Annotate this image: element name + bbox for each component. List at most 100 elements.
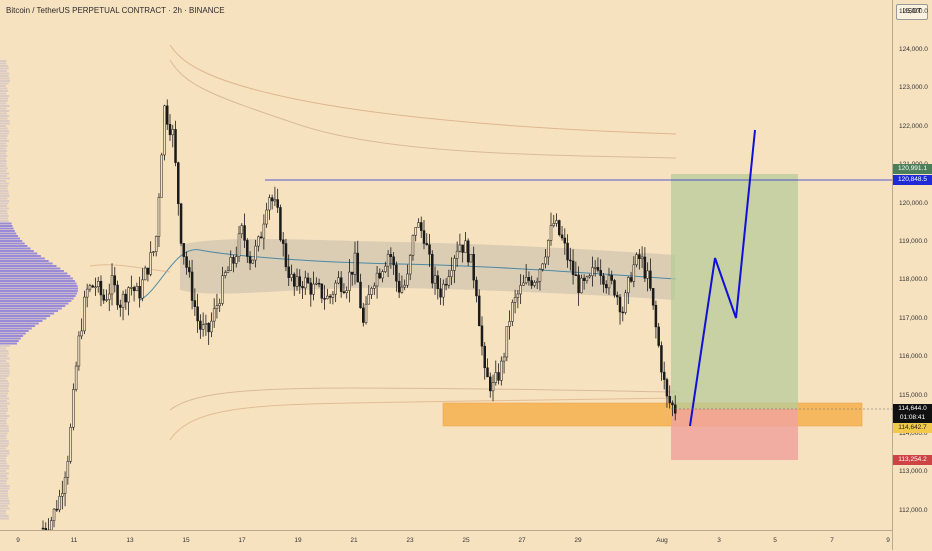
candle-body bbox=[655, 305, 657, 327]
candle-body bbox=[442, 284, 444, 297]
volume-bar bbox=[0, 183, 9, 185]
volume-bar bbox=[0, 515, 9, 517]
candle-body bbox=[230, 257, 232, 270]
candle-body bbox=[332, 294, 334, 297]
candle bbox=[50, 517, 52, 530]
price-label-hline: 120,848.5 bbox=[893, 175, 932, 185]
volume-bar bbox=[0, 303, 69, 305]
time-tick: 5 bbox=[773, 537, 777, 544]
candle bbox=[238, 226, 240, 262]
candle-body bbox=[417, 223, 419, 228]
candle bbox=[484, 342, 486, 380]
price-tick: 122,000.0 bbox=[899, 123, 928, 130]
volume-bar bbox=[0, 383, 9, 385]
candle bbox=[42, 521, 44, 530]
volume-bar bbox=[0, 423, 7, 425]
candle bbox=[136, 283, 138, 291]
candle bbox=[489, 373, 491, 398]
candle bbox=[125, 289, 127, 310]
volume-bar bbox=[0, 348, 6, 350]
candle-body bbox=[597, 267, 599, 270]
volume-bar bbox=[0, 75, 9, 77]
vwap-bands bbox=[90, 45, 676, 440]
candle-body bbox=[340, 278, 342, 292]
candle-body bbox=[614, 280, 616, 295]
volume-bar bbox=[0, 510, 6, 512]
candle-body bbox=[498, 372, 500, 380]
volume-bar bbox=[0, 250, 34, 252]
candle-body bbox=[299, 277, 301, 287]
volume-bar bbox=[0, 490, 8, 492]
volume-bar bbox=[0, 263, 53, 265]
candle-body bbox=[522, 283, 524, 285]
volume-bar bbox=[0, 453, 10, 455]
candle-body bbox=[671, 403, 673, 405]
volume-bar bbox=[0, 465, 9, 467]
volume-profile bbox=[0, 60, 78, 520]
candle-body bbox=[437, 276, 439, 289]
candle bbox=[252, 260, 254, 264]
volume-bar bbox=[0, 95, 9, 97]
volume-bar bbox=[0, 345, 10, 347]
candle-body bbox=[619, 297, 621, 312]
candle-body bbox=[188, 267, 190, 272]
volume-bar bbox=[0, 148, 6, 150]
candle bbox=[144, 266, 146, 281]
volume-bar bbox=[0, 278, 73, 280]
candle-body bbox=[199, 321, 201, 329]
time-tick: 19 bbox=[294, 537, 301, 544]
candle-body bbox=[594, 267, 596, 268]
candle bbox=[514, 290, 516, 313]
drawing-zones[interactable] bbox=[443, 174, 862, 460]
price-tick: 113,000.0 bbox=[899, 468, 927, 475]
candle-body bbox=[343, 292, 345, 293]
candle-body bbox=[365, 304, 367, 322]
candle-body bbox=[191, 272, 193, 301]
candle-body bbox=[257, 237, 259, 246]
candle-body bbox=[293, 274, 295, 286]
candle-body bbox=[647, 271, 649, 278]
volume-bar bbox=[0, 473, 9, 475]
volume-bar bbox=[0, 463, 7, 465]
candle bbox=[81, 318, 83, 339]
volume-bar bbox=[0, 135, 7, 137]
candle bbox=[652, 288, 654, 310]
candle-body bbox=[451, 270, 453, 276]
volume-bar bbox=[0, 123, 10, 125]
candle-body bbox=[382, 272, 384, 278]
price-label-target: 120,991.1 bbox=[893, 164, 932, 174]
volume-bar bbox=[0, 80, 10, 82]
candle bbox=[241, 223, 243, 238]
price-label-stop: 113,254.2 bbox=[893, 455, 932, 465]
candle-body bbox=[401, 287, 403, 292]
candle-body bbox=[86, 289, 88, 297]
candle-body bbox=[580, 278, 582, 293]
candle-body bbox=[644, 257, 646, 278]
candle-body bbox=[290, 274, 292, 278]
volume-bar bbox=[0, 325, 35, 327]
volume-bar bbox=[0, 375, 9, 377]
candle-body bbox=[528, 277, 530, 280]
candle-body bbox=[70, 427, 72, 461]
volume-bar bbox=[0, 273, 67, 275]
candle bbox=[475, 277, 477, 303]
candle-body bbox=[547, 240, 549, 257]
candle-body bbox=[64, 477, 66, 493]
candle bbox=[655, 301, 657, 339]
volume-bar bbox=[0, 498, 9, 500]
volume-bar bbox=[0, 308, 62, 310]
time-axis[interactable] bbox=[0, 530, 892, 551]
candle-body bbox=[354, 253, 356, 274]
candle-body bbox=[406, 274, 408, 285]
candle bbox=[503, 353, 505, 374]
volume-bar bbox=[0, 410, 8, 412]
candle-body bbox=[484, 346, 486, 368]
candle-body bbox=[558, 220, 560, 234]
candle-body bbox=[478, 296, 480, 326]
volume-bar bbox=[0, 445, 8, 447]
chart-canvas[interactable] bbox=[0, 0, 892, 530]
candle-body bbox=[462, 245, 464, 252]
volume-bar bbox=[0, 238, 20, 240]
candle bbox=[326, 289, 328, 300]
candle-body bbox=[144, 268, 146, 280]
